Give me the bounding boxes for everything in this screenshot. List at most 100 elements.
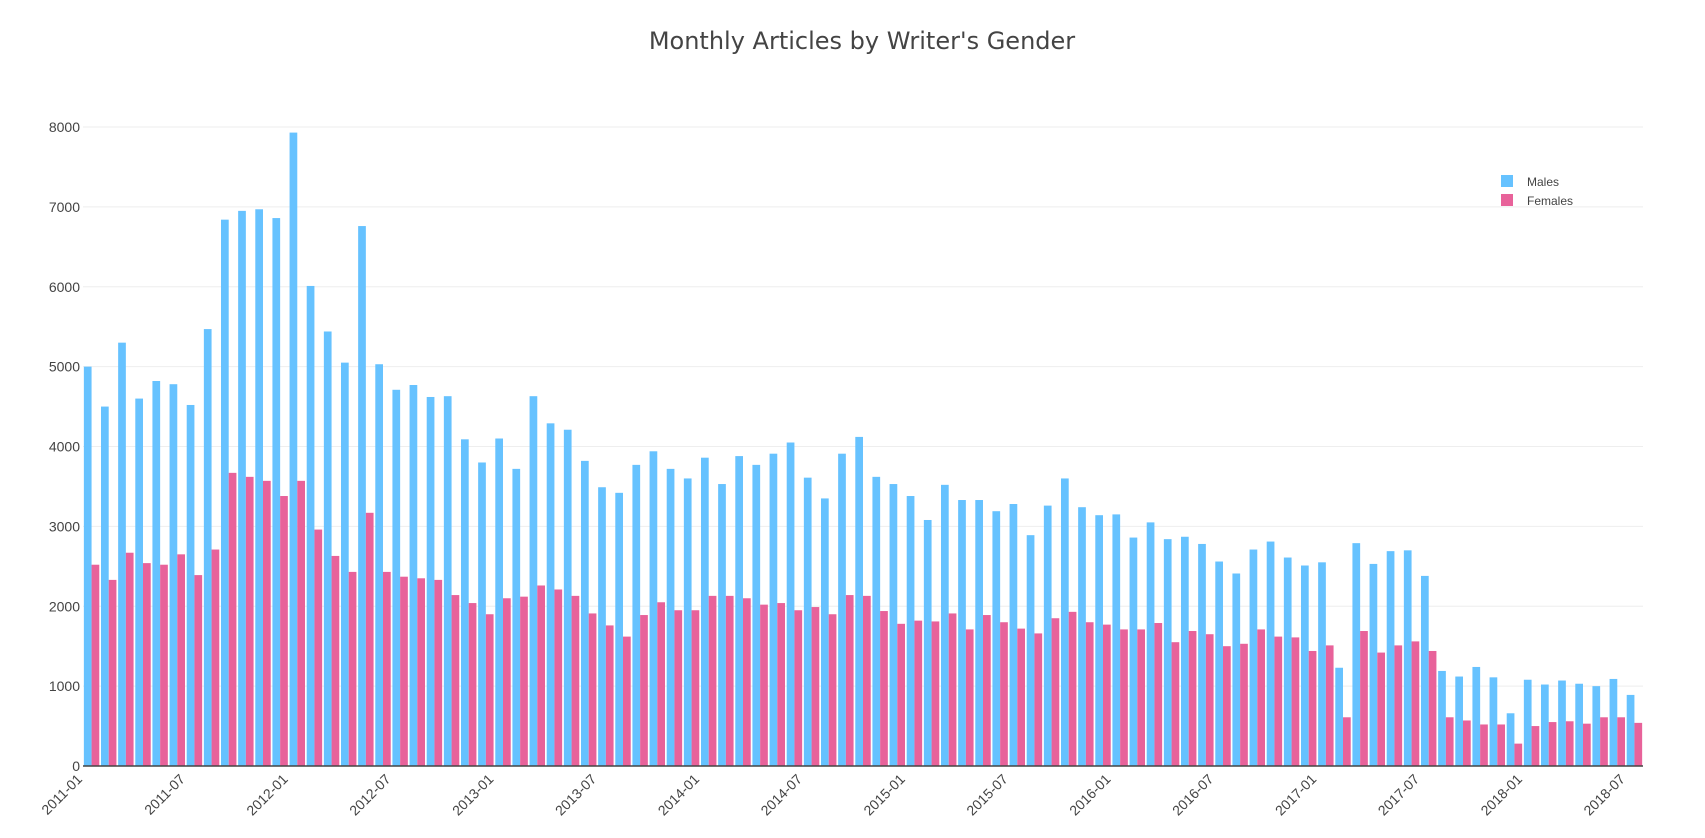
bar-females (1017, 628, 1025, 766)
bar-males (632, 464, 641, 766)
bar-males (546, 423, 555, 766)
bar-males (1009, 504, 1018, 766)
bar-females (931, 621, 940, 766)
bar-females (348, 571, 357, 766)
bar-males (1523, 679, 1532, 766)
bar-females (331, 555, 340, 766)
bar-males (1472, 666, 1481, 766)
bar-males (186, 404, 195, 766)
chart-title: Monthly Articles by Writer's Gender (649, 27, 1075, 55)
y-tick-label: 8000 (49, 119, 80, 135)
y-tick-label: 4000 (49, 439, 80, 455)
bar-females (1325, 645, 1334, 766)
bar-females (1463, 720, 1471, 766)
bar-males (615, 492, 623, 766)
bar-males (1489, 677, 1498, 766)
x-axis: 2011-01 2011-07 2012-01 2012-07 2013-01 2013-… (38, 771, 1628, 819)
bar-females (983, 615, 991, 766)
bar-females (1205, 634, 1214, 766)
y-tick-label: 1000 (49, 678, 80, 694)
bar-females (1394, 645, 1403, 766)
bar-males (1335, 667, 1343, 766)
bar-males (478, 462, 486, 766)
bar-males (1061, 478, 1069, 766)
bar-females (965, 629, 974, 766)
bar-females (1377, 652, 1385, 766)
bar-females (1531, 726, 1540, 766)
x-tick-label: 2018-01 (1477, 771, 1525, 819)
bar-females (880, 611, 888, 766)
bar-females (1411, 641, 1420, 766)
bar-females (1120, 629, 1128, 766)
bar-males (1386, 551, 1395, 766)
bar-females (468, 603, 477, 766)
bar-females (623, 636, 631, 766)
bar-females (1565, 721, 1574, 766)
bar-males (341, 362, 349, 766)
bar-males (803, 477, 812, 766)
bar-males (1026, 535, 1035, 766)
bar-females (1360, 631, 1368, 766)
x-tick-label: 2018-07 (1580, 771, 1628, 819)
bar-males (1043, 505, 1052, 766)
bar-males (443, 396, 452, 766)
bar-males (958, 500, 966, 766)
bar-females (948, 613, 957, 766)
x-tick-label: 2016-07 (1169, 771, 1217, 819)
bars (83, 132, 1643, 767)
bar-females (400, 576, 408, 766)
bar-males (872, 476, 881, 766)
bar-males (1438, 670, 1446, 766)
y-tick-label: 7000 (49, 199, 80, 215)
bar-females (1514, 743, 1523, 766)
x-tick-label: 2013-01 (449, 771, 497, 819)
bar-females (194, 575, 203, 766)
bar-females (1548, 722, 1557, 766)
bar-females (1188, 631, 1197, 766)
bar-females (228, 472, 237, 766)
bar-females (914, 620, 923, 766)
bar-females (297, 480, 305, 766)
bar-males (1112, 514, 1121, 766)
bar-males (221, 219, 229, 766)
bar-males (152, 381, 161, 766)
bar-females (794, 610, 803, 766)
y-tick-label: 6000 (49, 279, 80, 295)
bar-males (289, 132, 298, 767)
bar-females (1445, 717, 1454, 766)
bar-females (1085, 622, 1094, 766)
bar-males (1369, 563, 1378, 766)
bar-males (358, 226, 366, 767)
bar-males (1078, 507, 1086, 766)
bar-females (1600, 717, 1608, 766)
bar-males (906, 496, 915, 766)
bar-females (417, 578, 425, 766)
bar-females (91, 564, 100, 766)
bar-females (691, 610, 700, 766)
bar-females (314, 529, 323, 766)
bar-females (743, 598, 751, 766)
x-tick-label: 2013-07 (552, 771, 600, 819)
bar-males (135, 398, 143, 766)
bar-females (845, 595, 854, 766)
bar-females (365, 512, 374, 766)
x-tick-label: 2015-07 (963, 771, 1011, 819)
bar-females (1137, 629, 1145, 766)
legend-label-females: Females (1527, 194, 1573, 208)
legend-swatch-females (1501, 194, 1513, 206)
bar-females (571, 595, 580, 766)
bar-females (125, 552, 134, 766)
bar-males (1249, 549, 1258, 766)
bar-females (537, 585, 545, 766)
bar-males (1592, 686, 1601, 767)
bar-females (434, 579, 443, 766)
bar-males (735, 456, 743, 766)
bar-females (160, 564, 168, 766)
bar-males (1403, 550, 1412, 766)
bar-females (897, 623, 905, 766)
bar-males (598, 487, 606, 766)
bar-females (1634, 722, 1643, 766)
bar-males (495, 438, 503, 766)
bar-males (169, 384, 178, 766)
x-tick-label: 2012-01 (243, 771, 291, 819)
